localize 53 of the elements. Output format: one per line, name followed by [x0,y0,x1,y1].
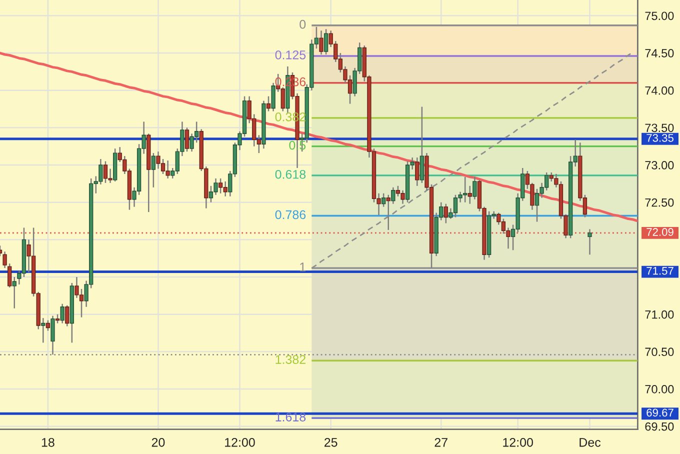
candlestick [65,304,70,327]
candlestick [12,276,16,309]
x-tick-label: 25 [324,438,338,447]
annotation: 0.125 [275,50,306,60]
ref-line-label: 71.57 [646,266,674,275]
x-tick-label: 20 [152,438,165,447]
y-tick-label: 74.00 [645,86,674,95]
candlestick [271,82,276,112]
annotation: 0 [300,20,306,29]
x-tick-label: 12:00 [503,438,533,447]
y-tick-label: 72.50 [645,198,674,207]
candlestick [151,152,156,188]
y-tick-label: 70.50 [645,348,674,356]
candlestick [184,127,190,152]
annotation: 1.618 [276,412,306,422]
y-tick-label: 70.00 [645,385,674,394]
candlestick [2,250,7,269]
ref-line-label: 73.35 [646,134,674,142]
annotation: 1 [300,262,306,272]
y-tick-label: 73.50 [645,124,674,132]
candlestick [420,106,424,184]
line-series [0,52,638,222]
candlestick [468,185,472,204]
annotation: 0.786 [275,210,306,220]
y-tick-label: 73.00 [645,161,674,170]
x-tick-label: 27 [434,438,448,447]
candlestick [8,262,12,288]
candlestick [324,28,328,56]
candlestick [60,303,64,324]
x-tick-label: 18 [42,438,54,447]
annotation: 1.382 [276,355,306,364]
candlestick [386,194,390,231]
annotation: 0.618 [275,170,306,179]
candlestick [444,203,448,224]
candlestick [319,30,324,56]
candlestick [41,317,46,344]
candlestick [588,228,592,256]
y-tick-label: 74.50 [645,49,674,58]
y-tick-label: 69.50 [645,422,674,431]
candlestick [391,186,396,204]
candlestick [50,315,55,356]
line-series [310,52,634,269]
ref-line-label: 69.67 [646,408,674,417]
x-tick-label: 12:00 [225,438,255,447]
candlestick [266,96,271,112]
y-tick-label: 71.00 [645,310,674,319]
ref-line-label: 72.09 [646,228,674,236]
candlestick [382,192,386,208]
x-tick-label: Dec [580,438,601,447]
y-tick-label: 75.00 [645,12,674,20]
candlestick [415,156,420,187]
candlestick [46,320,50,332]
candlestick [472,176,477,200]
